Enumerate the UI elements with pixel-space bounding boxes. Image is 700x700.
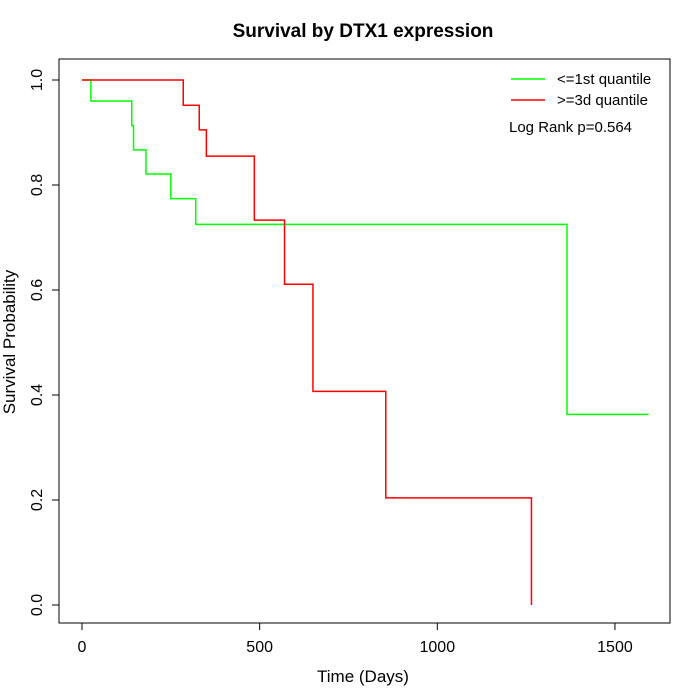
log-rank-annotation: Log Rank p=0.564	[509, 119, 632, 136]
x-axis-label: Time (Days)	[317, 667, 409, 686]
y-tick-label: 0.4	[29, 384, 46, 406]
x-axis: 0 500 1000 1500	[78, 622, 633, 656]
survival-curve-1	[82, 79, 649, 416]
legend-label-1: <=1st quantile	[557, 71, 651, 88]
y-tick-label: 1.0	[29, 69, 46, 91]
legend-label-2: >=3d quantile	[557, 92, 648, 109]
chart-title: Survival by DTX1 expression	[233, 21, 494, 42]
y-tick-label: 0.0	[29, 594, 46, 616]
x-tick-label: 500	[246, 639, 273, 656]
x-tick-label: 1000	[420, 639, 456, 656]
series-layer	[82, 79, 649, 605]
y-tick-label: 0.2	[29, 489, 46, 511]
legend: <=1st quantile >=3d quantile	[511, 71, 651, 109]
y-tick-label: 0.8	[29, 174, 46, 196]
survival-curve-2	[82, 79, 533, 605]
y-tick-label: 0.6	[29, 279, 46, 301]
y-axis: 0.0 0.2 0.4 0.6 0.8 1.0	[29, 69, 60, 616]
x-tick-label: 1500	[597, 639, 633, 656]
y-axis-label: Survival Probability	[0, 269, 19, 414]
x-tick-label: 0	[78, 639, 87, 656]
